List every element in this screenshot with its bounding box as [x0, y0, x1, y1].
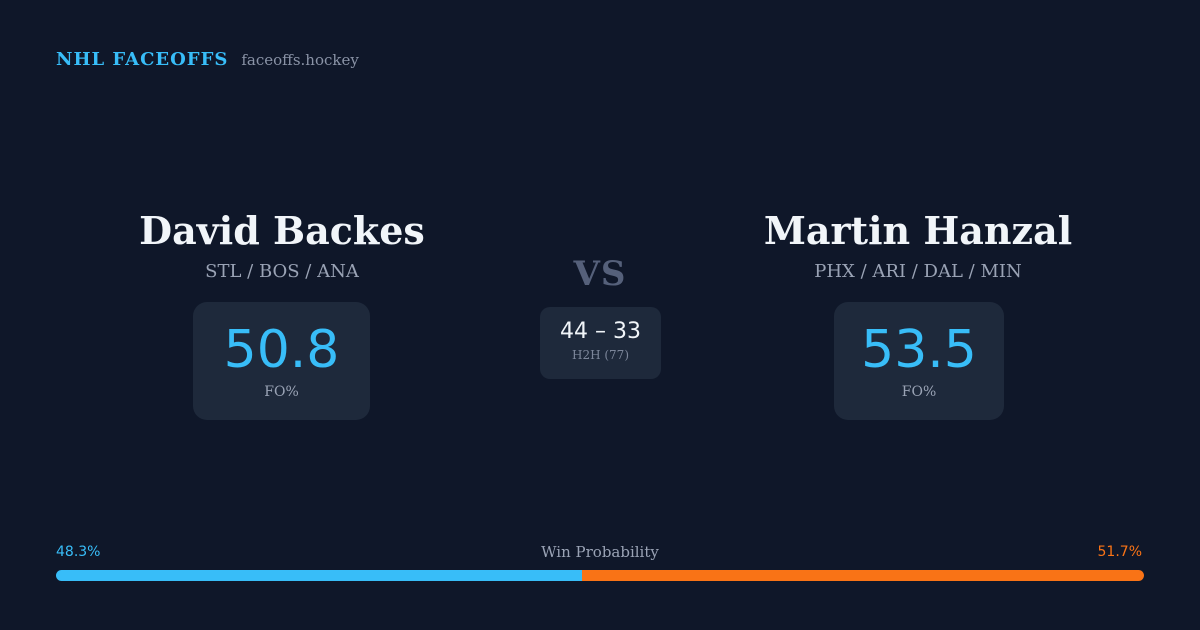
player-right-stat-card: 53.5 FO%: [834, 302, 1004, 420]
player-right-teams: PHX / ARI / DAL / MIN: [814, 261, 1022, 282]
win-probability-left: 48.3%: [56, 544, 101, 560]
player-left-fo-pct: 50.8: [223, 320, 340, 380]
player-left-fo-label: FO%: [264, 384, 299, 400]
win-probability-fill-right: [581, 570, 1144, 581]
h2h-score: 44 – 33: [560, 319, 641, 344]
win-probability-bar: [56, 570, 1144, 581]
player-left-teams: STL / BOS / ANA: [205, 261, 359, 282]
brand-site: faceoffs.hockey: [241, 51, 359, 69]
player-left-stat-card: 50.8 FO%: [193, 302, 370, 420]
vs-label: VS: [573, 254, 627, 294]
player-right-fo-label: FO%: [901, 384, 937, 400]
player-left: David Backes STL / BOS / ANA: [72, 205, 492, 282]
h2h-card: 44 – 33 H2H (77): [540, 307, 661, 379]
h2h-label: H2H (77): [571, 348, 629, 362]
player-right: Martin Hanzal PHX / ARI / DAL / MIN: [708, 205, 1128, 282]
player-left-name: David Backes: [139, 208, 425, 253]
win-probability-fill-left: [56, 570, 582, 581]
win-probability-right: 51.7%: [1097, 544, 1142, 560]
player-right-fo-pct: 53.5: [861, 320, 977, 380]
player-right-name: Martin Hanzal: [763, 208, 1073, 253]
win-probability-title: Win Probability: [541, 543, 659, 561]
brand-name: NHL FACEOFFS: [56, 49, 229, 70]
brand-header: NHL FACEOFFS faceoffs.hockey: [56, 49, 359, 70]
